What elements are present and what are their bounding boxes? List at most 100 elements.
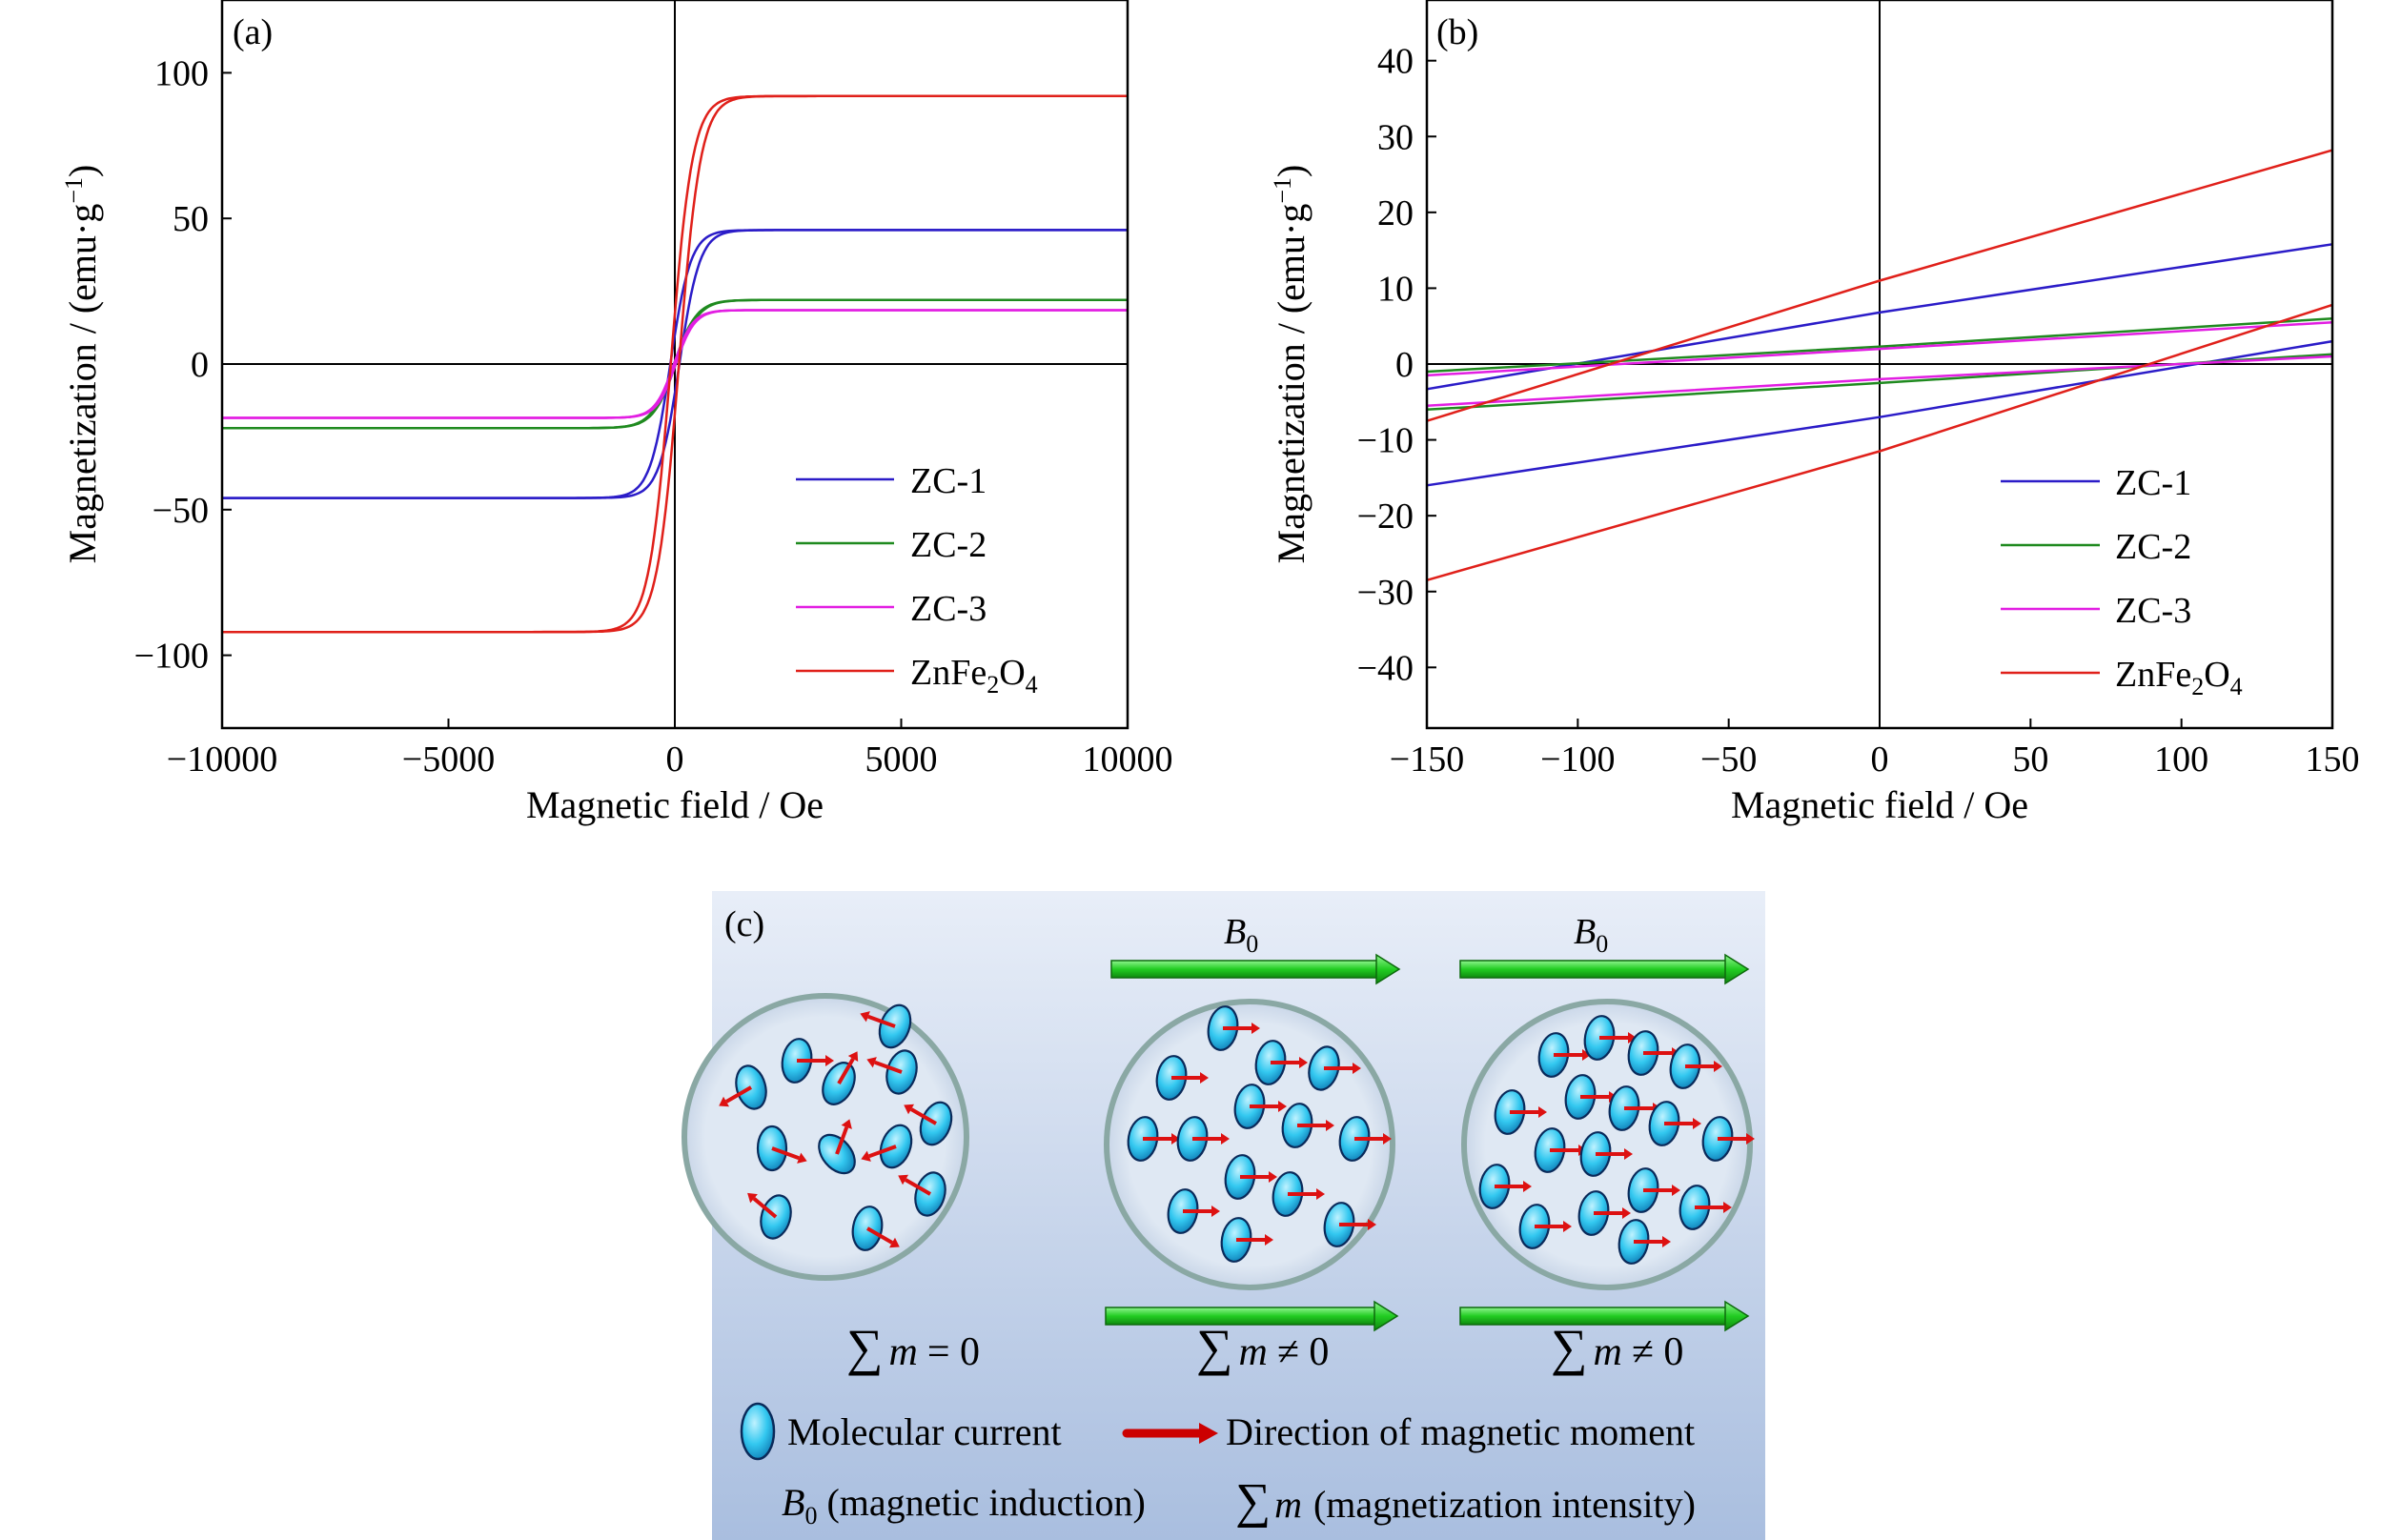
particle xyxy=(1618,1219,1671,1265)
x-tick-label: 10000 xyxy=(1083,740,1173,780)
panel-c-schematic: (c) B0 B0 ∑ m = 0 ∑ m ≠ 0 ∑ m ≠ 0 Molecular cu… xyxy=(682,891,1765,1540)
y-tick-label: 0 xyxy=(1395,345,1414,385)
particle xyxy=(1254,1040,1308,1085)
particle xyxy=(1233,1084,1287,1129)
field-label-2: B0 xyxy=(1574,912,1608,958)
panel-a-axes: −10000 −5000 0 5000 10000 −100 −50 0 50 100 xyxy=(134,0,1173,780)
particle xyxy=(1583,1015,1637,1061)
particle xyxy=(860,1003,912,1049)
magnetic-sphere xyxy=(1461,999,1755,1290)
particle xyxy=(1323,1202,1376,1247)
y-tick-label: 100 xyxy=(154,53,209,93)
particle xyxy=(756,1125,807,1172)
series-zc-1-ascending xyxy=(222,229,1128,499)
y-tick-label: −40 xyxy=(1357,648,1414,688)
series-zc-1-lower xyxy=(1426,339,2333,487)
particle xyxy=(719,1064,767,1110)
particle xyxy=(1608,1085,1661,1131)
x-tick-label: 100 xyxy=(2154,740,2208,780)
particle xyxy=(1308,1045,1361,1091)
particle xyxy=(861,1124,913,1169)
x-tick-label: −150 xyxy=(1390,740,1464,780)
particle xyxy=(1167,1188,1220,1234)
y-tick-label: −30 xyxy=(1357,573,1414,613)
particle xyxy=(1176,1116,1230,1162)
particle xyxy=(747,1192,792,1240)
particle xyxy=(1669,1044,1722,1089)
y-tick-label: 40 xyxy=(1377,42,1414,82)
particle-spheres xyxy=(682,993,1755,1290)
legend-label-znfe2o4: ZnFe2O4 xyxy=(910,653,1038,699)
y-tick-label: 10 xyxy=(1377,269,1414,309)
particle xyxy=(904,1101,953,1146)
legend-label-zc1: ZC-1 xyxy=(910,461,987,501)
panel-b-label: (b) xyxy=(1436,12,1478,52)
series-znfe2o4-upper xyxy=(1426,149,2333,422)
sum-label-nonzero-1: ∑ m ≠ 0 xyxy=(1196,1319,1329,1376)
panel-b-frame xyxy=(1425,0,2334,730)
panel-a-legend: ZC-1 ZC-2 ZC-3 ZnFe2O4 xyxy=(796,461,1038,699)
panel-a-frame xyxy=(220,0,1129,730)
x-tick-label: 50 xyxy=(2012,740,2048,780)
particle xyxy=(1537,1032,1591,1078)
panel-b-chart: −150 −100 −50 0 50 100 150−40−30−20−1001020304… xyxy=(1269,0,2360,826)
legend-label-zc3: ZC-3 xyxy=(910,589,987,629)
particle xyxy=(1272,1171,1325,1217)
y-tick-label: 0 xyxy=(191,345,209,385)
y-tick-label: 30 xyxy=(1377,117,1414,157)
y-tick-label: 20 xyxy=(1377,193,1414,233)
particle xyxy=(1478,1164,1532,1209)
particle xyxy=(1224,1154,1277,1200)
particle xyxy=(1701,1116,1755,1162)
x-tick-label: −50 xyxy=(1700,740,1757,780)
panel-a-xlabel: Magnetic field / Oe xyxy=(526,783,824,826)
y-tick-label: −20 xyxy=(1357,496,1414,537)
series-zc-3-lower xyxy=(1426,355,2333,408)
particle xyxy=(1627,1167,1680,1213)
moment-arrow-icon xyxy=(1122,1423,1218,1444)
particle xyxy=(1281,1103,1334,1148)
field-label-1: B0 xyxy=(1224,912,1258,958)
panel-a-ylabel: Magnetization / (emu·g−1) xyxy=(60,165,104,564)
legend-direction-moment: Direction of magnetic moment xyxy=(1226,1410,1695,1453)
sum-label-zero: ∑ m = 0 xyxy=(846,1319,980,1376)
panel-b-axes: −150 −100 −50 0 50 100 150−40−30−20−1001020304… xyxy=(1357,0,2360,780)
panel-b-xlabel: Magnetic field / Oe xyxy=(1731,783,2028,826)
x-tick-label: 150 xyxy=(2306,740,2360,780)
field-arrow xyxy=(1110,953,1401,985)
panel-b-ylabel: Magnetization / (emu·g−1) xyxy=(1269,165,1312,564)
panel-b-curves xyxy=(1426,149,2333,582)
particle xyxy=(1648,1101,1701,1146)
panel-a-chart: −10000 −5000 0 5000 10000 −100 −50 0 50 100 (a) M… xyxy=(60,0,1173,826)
molecular-current-icon xyxy=(740,1402,776,1461)
legend-label-zc3: ZC-3 xyxy=(2115,591,2191,631)
legend-label-zc2: ZC-2 xyxy=(910,525,987,565)
legend-label-zc1: ZC-1 xyxy=(2115,463,2191,503)
y-tick-label: −50 xyxy=(153,491,209,531)
particle xyxy=(1220,1217,1273,1263)
particle xyxy=(1534,1127,1587,1173)
particle xyxy=(866,1049,918,1095)
x-tick-label: −100 xyxy=(1540,740,1615,780)
particle xyxy=(1518,1204,1572,1249)
series-zc-3-ascending xyxy=(222,309,1128,419)
series-znfe2o4-lower xyxy=(1426,303,2333,582)
field-arrow xyxy=(1105,1300,1399,1332)
legend-induction: B0 (magnetic induction) xyxy=(782,1481,1146,1530)
series-zc-2-upper xyxy=(1426,317,2333,374)
particle xyxy=(1155,1055,1209,1101)
panel-b-legend: ZC-1 ZC-2 ZC-3 ZnFe2O4 xyxy=(2001,463,2243,700)
legend-label-zc2: ZC-2 xyxy=(2115,527,2191,567)
y-tick-label: −10 xyxy=(1357,421,1414,461)
field-arrows xyxy=(1105,953,1750,1332)
x-tick-label: 0 xyxy=(1871,740,1889,780)
particle xyxy=(898,1171,946,1217)
panel-a-curves xyxy=(222,94,1128,634)
x-tick-label: −5000 xyxy=(402,740,495,780)
particle xyxy=(1207,1005,1260,1051)
panel-a-label: (a) xyxy=(233,12,273,52)
field-arrow xyxy=(1459,953,1750,985)
y-tick-label: −100 xyxy=(134,637,209,677)
particle xyxy=(781,1038,834,1084)
